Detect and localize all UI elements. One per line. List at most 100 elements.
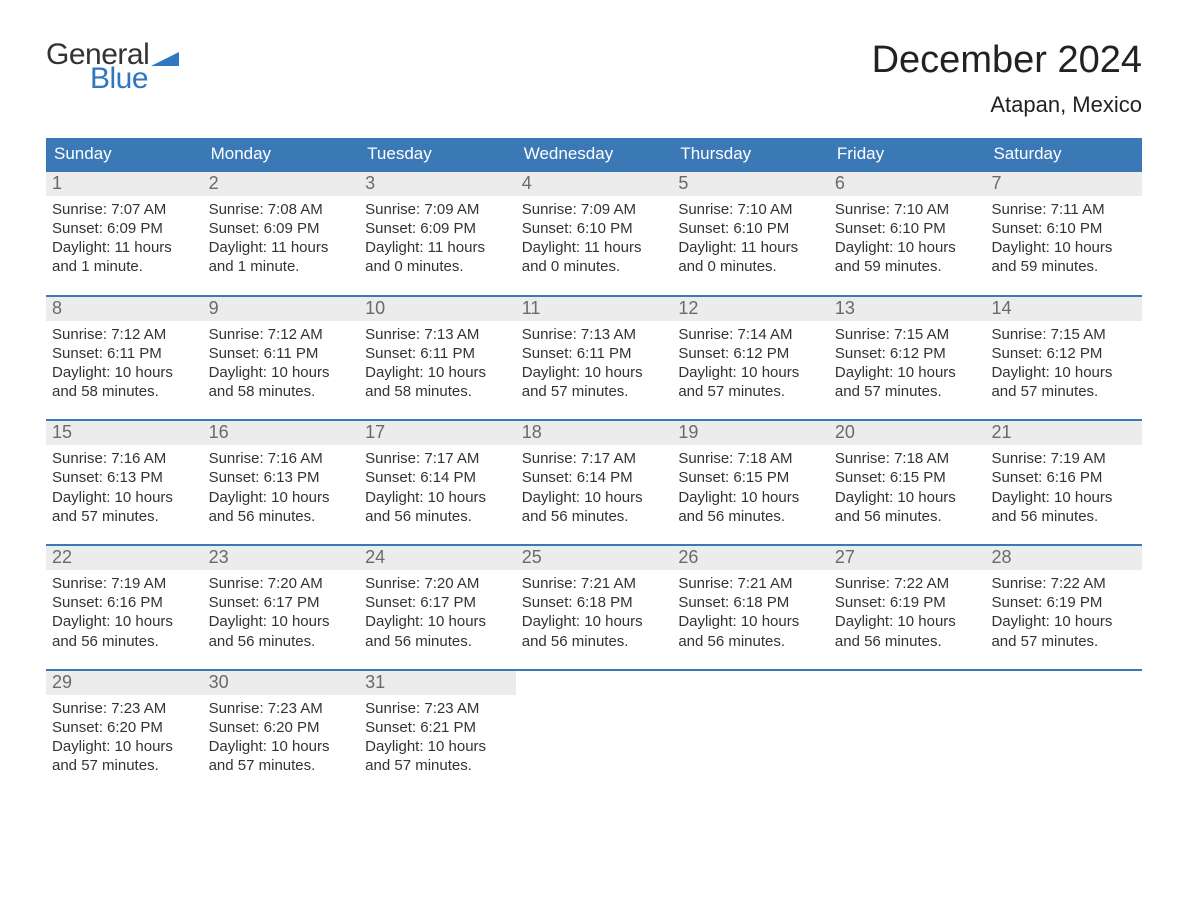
sunrise-line: Sunrise: 7:18 AM	[835, 449, 980, 468]
sunrise-line: Sunrise: 7:23 AM	[52, 699, 197, 718]
day-body: Sunrise: 7:23 AMSunset: 6:21 PMDaylight:…	[359, 695, 516, 776]
daylight-line-2: and 0 minutes.	[522, 257, 667, 276]
sunrise-line: Sunrise: 7:23 AM	[365, 699, 510, 718]
day-body: Sunrise: 7:17 AMSunset: 6:14 PMDaylight:…	[359, 445, 516, 526]
daylight-line-1: Daylight: 10 hours	[991, 488, 1136, 507]
weekday-header: Thursday	[672, 138, 829, 170]
daylight-line-2: and 58 minutes.	[52, 382, 197, 401]
day-number: 6	[829, 172, 986, 196]
daylight-line-1: Daylight: 10 hours	[209, 488, 354, 507]
sunset-line: Sunset: 6:18 PM	[522, 593, 667, 612]
sunset-line: Sunset: 6:14 PM	[365, 468, 510, 487]
day-number: 3	[359, 172, 516, 196]
daylight-line-2: and 56 minutes.	[365, 632, 510, 651]
day-body: Sunrise: 7:21 AMSunset: 6:18 PMDaylight:…	[672, 570, 829, 651]
sunset-line: Sunset: 6:12 PM	[835, 344, 980, 363]
calendar-week: 29Sunrise: 7:23 AMSunset: 6:20 PMDayligh…	[46, 669, 1142, 776]
calendar-day: 31Sunrise: 7:23 AMSunset: 6:21 PMDayligh…	[359, 671, 516, 776]
calendar-day: 2Sunrise: 7:08 AMSunset: 6:09 PMDaylight…	[203, 172, 360, 277]
daylight-line-2: and 56 minutes.	[365, 507, 510, 526]
day-body: Sunrise: 7:15 AMSunset: 6:12 PMDaylight:…	[985, 321, 1142, 402]
day-number: 9	[203, 297, 360, 321]
sunrise-line: Sunrise: 7:13 AM	[365, 325, 510, 344]
calendar-day: 15Sunrise: 7:16 AMSunset: 6:13 PMDayligh…	[46, 421, 203, 526]
daylight-line-1: Daylight: 10 hours	[991, 238, 1136, 257]
daylight-line-2: and 56 minutes.	[678, 507, 823, 526]
calendar-day: 21Sunrise: 7:19 AMSunset: 6:16 PMDayligh…	[985, 421, 1142, 526]
calendar-day: 16Sunrise: 7:16 AMSunset: 6:13 PMDayligh…	[203, 421, 360, 526]
sunset-line: Sunset: 6:15 PM	[678, 468, 823, 487]
sunrise-line: Sunrise: 7:18 AM	[678, 449, 823, 468]
calendar-day: 6Sunrise: 7:10 AMSunset: 6:10 PMDaylight…	[829, 172, 986, 277]
daylight-line-2: and 57 minutes.	[678, 382, 823, 401]
sunset-line: Sunset: 6:12 PM	[678, 344, 823, 363]
daylight-line-1: Daylight: 10 hours	[522, 612, 667, 631]
day-body: Sunrise: 7:17 AMSunset: 6:14 PMDaylight:…	[516, 445, 673, 526]
daylight-line-2: and 57 minutes.	[522, 382, 667, 401]
calendar-week: 15Sunrise: 7:16 AMSunset: 6:13 PMDayligh…	[46, 419, 1142, 526]
calendar-day: 3Sunrise: 7:09 AMSunset: 6:09 PMDaylight…	[359, 172, 516, 277]
daylight-line-2: and 57 minutes.	[365, 756, 510, 775]
daylight-line-1: Daylight: 10 hours	[209, 612, 354, 631]
daylight-line-1: Daylight: 10 hours	[522, 488, 667, 507]
day-number: 5	[672, 172, 829, 196]
sunset-line: Sunset: 6:14 PM	[522, 468, 667, 487]
weekday-header-row: Sunday Monday Tuesday Wednesday Thursday…	[46, 138, 1142, 170]
sunset-line: Sunset: 6:11 PM	[52, 344, 197, 363]
day-number: 23	[203, 546, 360, 570]
day-body: Sunrise: 7:16 AMSunset: 6:13 PMDaylight:…	[203, 445, 360, 526]
sunrise-line: Sunrise: 7:13 AM	[522, 325, 667, 344]
sunset-line: Sunset: 6:11 PM	[522, 344, 667, 363]
daylight-line-1: Daylight: 11 hours	[678, 238, 823, 257]
calendar-week: 22 Sunrise: 7:19 AMSunset: 6:16 PM Dayligh…	[46, 544, 1142, 651]
sunrise-line: Sunrise: 7:10 AM	[678, 200, 823, 219]
sunrise-line: Sunrise: 7:19 AM	[52, 574, 197, 593]
day-number: 24	[359, 546, 516, 570]
sunrise-line: Sunrise: 7:16 AM	[209, 449, 354, 468]
calendar-day: 14Sunrise: 7:15 AMSunset: 6:12 PMDayligh…	[985, 297, 1142, 402]
day-number: 31	[359, 671, 516, 695]
calendar-day: 1Sunrise: 7:07 AMSunset: 6:09 PMDaylight…	[46, 172, 203, 277]
sunrise-line: Sunrise: 7:20 AM	[209, 574, 354, 593]
calendar-day: 30Sunrise: 7:23 AMSunset: 6:20 PMDayligh…	[203, 671, 360, 776]
calendar-day: 26Sunrise: 7:21 AMSunset: 6:18 PMDayligh…	[672, 546, 829, 651]
day-body: Sunrise: 7:20 AMSunset: 6:17 PMDaylight:…	[203, 570, 360, 651]
day-body: Sunrise: 7:12 AMSunset: 6:11 PMDaylight:…	[203, 321, 360, 402]
daylight-line-2: and 58 minutes.	[209, 382, 354, 401]
sunrise-line: Sunrise: 7:11 AM	[991, 200, 1136, 219]
sunrise-line: Sunrise: 7:23 AM	[209, 699, 354, 718]
sunset-line: Sunset: 6:21 PM	[365, 718, 510, 737]
calendar-day: 29Sunrise: 7:23 AMSunset: 6:20 PMDayligh…	[46, 671, 203, 776]
day-body: Sunrise: 7:23 AMSunset: 6:20 PMDaylight:…	[46, 695, 203, 776]
day-number-empty	[829, 671, 986, 674]
header-row: General Blue December 2024 Atapan, Mexic…	[46, 40, 1142, 132]
sunset-line: Sunset: 6:16 PM	[52, 593, 197, 612]
daylight-line-2: and 59 minutes.	[991, 257, 1136, 276]
day-body: Sunrise: 7:10 AMSunset: 6:10 PMDaylight:…	[672, 196, 829, 277]
sunrise-line: Sunrise: 7:21 AM	[678, 574, 823, 593]
sunrise-line: Sunrise: 7:12 AM	[52, 325, 197, 344]
daylight-line-1: Daylight: 10 hours	[522, 363, 667, 382]
sunrise-line: Sunrise: 7:15 AM	[835, 325, 980, 344]
daylight-line-2: and 57 minutes.	[209, 756, 354, 775]
daylight-line-2: and 56 minutes.	[835, 507, 980, 526]
day-number: 13	[829, 297, 986, 321]
day-number: 22	[46, 546, 203, 570]
daylight-line-2: and 57 minutes.	[835, 382, 980, 401]
sunset-line: Sunset: 6:17 PM	[209, 593, 354, 612]
daylight-line-1: Daylight: 10 hours	[991, 363, 1136, 382]
sunset-line: Sunset: 6:10 PM	[835, 219, 980, 238]
sunrise-line: Sunrise: 7:17 AM	[365, 449, 510, 468]
calendar-day: 8Sunrise: 7:12 AMSunset: 6:11 PMDaylight…	[46, 297, 203, 402]
daylight-line-2: and 56 minutes.	[209, 507, 354, 526]
day-body: Sunrise: 7:23 AMSunset: 6:20 PMDaylight:…	[203, 695, 360, 776]
day-number: 8	[46, 297, 203, 321]
sunset-line: Sunset: 6:13 PM	[52, 468, 197, 487]
day-number: 28	[985, 546, 1142, 570]
calendar-day: 27Sunrise: 7:22 AMSunset: 6:19 PMDayligh…	[829, 546, 986, 651]
sunrise-line: Sunrise: 7:17 AM	[522, 449, 667, 468]
calendar-day	[829, 671, 986, 776]
day-number: 20	[829, 421, 986, 445]
day-number: 7	[985, 172, 1142, 196]
day-number: 4	[516, 172, 673, 196]
